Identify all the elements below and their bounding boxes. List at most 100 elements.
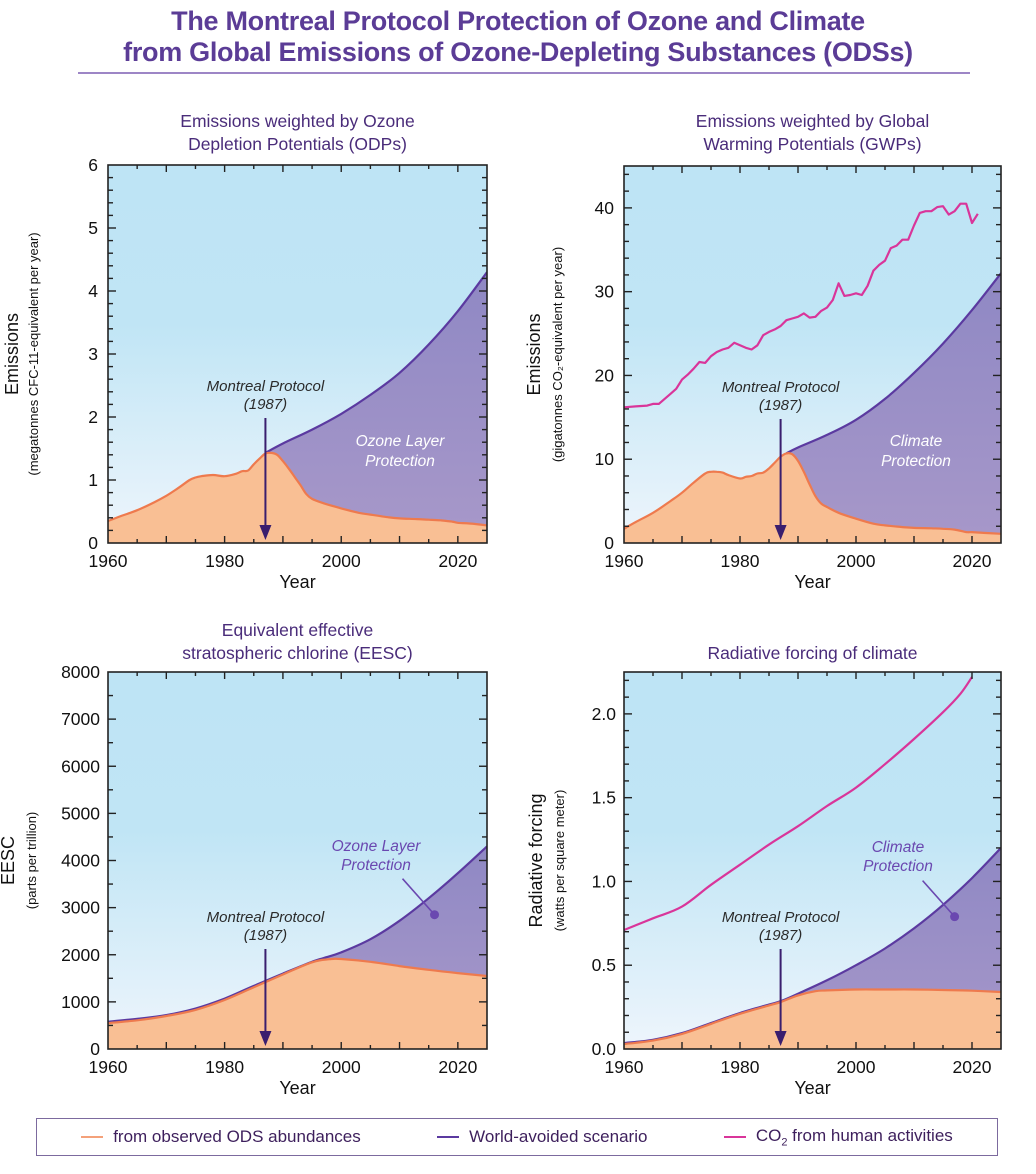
protocol-label-line1: Montreal Protocol [722,909,840,926]
y-tick-label: 20 [595,365,615,385]
y-tick-label: 3 [88,344,98,364]
y-tick-label: 2.0 [592,704,617,724]
x-tick-label: 2000 [322,551,361,571]
x-axis-title: Year [279,1078,315,1098]
chart-title-line1: Radiative forcing of climate [707,643,917,663]
y-axis-subtitle: (megatonnes CFC-11-equivalent per year) [26,232,41,475]
legend: from observed ODS abundances World-avoid… [36,1118,998,1156]
legend-item-co2: CO2 from human activities [723,1125,953,1149]
x-tick-label: 1980 [721,551,760,571]
protocol-arrow-head [774,525,787,540]
y-tick-label: 6000 [61,756,100,776]
y-axis-subtitle: (watts per square meter) [552,790,567,932]
y-axis-title: Emissions [2,313,22,395]
chart-eesc: Equivalent effective stratospheric chlori… [0,620,488,1098]
observed-line [108,451,487,527]
legend-item-avoided: World-avoided scenario [437,1127,647,1147]
x-tick-label: 2000 [837,1057,876,1077]
y-tick-label: 1.5 [592,788,616,808]
chart-rf: Radiative forcing of climate 1960 1980 2000… [526,643,1002,1098]
plot-area [108,845,487,1049]
y-tick-label: 1 [88,470,98,490]
protection-label-line1: Climate [872,839,925,856]
avoided-area [265,272,487,526]
x-tick-label: 2020 [953,551,992,571]
protocol-arrow-head [259,525,272,540]
protocol-label-line2: (1987) [759,927,802,944]
chart-title-line2: stratospheric chlorine (EESC) [182,643,413,663]
y-tick-label: 8000 [61,662,100,682]
avoided-area [108,846,487,1024]
y-tick-label: 5 [88,218,98,238]
x-tick-label: 1960 [89,1057,128,1077]
protection-label-line2: Protection [365,453,435,470]
plot-frame [623,671,1002,1050]
co2-line [624,676,973,932]
legend-swatch-observed [81,1135,104,1139]
y-tick-label: 2000 [61,945,100,965]
figure-title-line1: The Montreal Protocol Protection of Ozon… [171,6,865,36]
x-axis-title: Year [794,572,830,592]
protocol-label-line1: Montreal Protocol [207,909,325,926]
y-axis-title: Radiative forcing [526,793,546,927]
protection-label-line1: Ozone Layer [332,838,422,855]
y-tick-label: 4 [88,281,98,301]
legend-label-co2: CO2 from human activities [755,1125,953,1149]
protection-pointer-line [922,880,956,918]
protection-label-line1: Climate [890,433,943,450]
y-tick-label: 30 [595,282,615,302]
y-tick-label: 0 [604,533,614,553]
protection-label-line2: Protection [881,453,951,470]
observed-line [624,451,1001,535]
y-tick-label: 3000 [61,898,100,918]
protection-label-line2: Protection [341,857,411,874]
x-tick-label: 1960 [605,551,644,571]
y-tick-label: 1.0 [592,871,617,891]
y-tick-label: 40 [595,198,615,218]
y-tick-label: 5000 [61,803,100,823]
legend-item-observed: from observed ODS abundances [81,1127,361,1147]
protocol-label-line2: (1987) [244,396,287,413]
x-tick-label: 2000 [322,1057,361,1077]
legend-swatch-co2 [723,1135,746,1139]
x-tick-label: 1980 [205,551,244,571]
y-tick-label: 6 [88,155,98,175]
avoided-area [786,273,1001,534]
x-tick-label: 1980 [205,1057,244,1077]
x-tick-label: 2020 [438,551,477,571]
legend-label-avoided: World-avoided scenario [469,1127,648,1146]
x-tick-label: 1980 [721,1057,760,1077]
co2-line [624,202,979,409]
y-tick-label: 2 [88,407,98,427]
x-tick-label: 1960 [605,1057,644,1077]
x-tick-label: 2020 [438,1057,477,1077]
chart-title-line2: Depletion Potentials (ODPs) [188,134,407,154]
y-tick-label: 0.0 [592,1039,617,1059]
observed-line [624,988,1001,1046]
y-axis-title: Emissions [524,313,544,395]
avoided-area [624,847,1001,1044]
chart-odp: Emissions weighted by Ozone Depletion Pot… [2,111,488,592]
protocol-arrow-head [259,1031,272,1046]
protection-label-line2: Protection [863,858,933,875]
y-axis-title: EESC [0,836,18,885]
y-tick-label: 1000 [61,992,100,1012]
protocol-label-line2: (1987) [759,397,802,414]
protocol-label-line1: Montreal Protocol [722,379,840,396]
protection-pointer-dot [430,910,440,920]
observed-area [108,452,487,543]
chart-title-line1: Emissions weighted by Global [696,111,929,131]
figure-title: The Montreal Protocol Protection of Ozon… [0,6,1036,68]
y-axis-subtitle: (parts per trillion) [24,812,39,910]
chart-title-line2: Warming Potentials (GWPs) [703,134,921,154]
legend-swatch-avoided [437,1135,460,1139]
chart-gwp: Emissions weighted by Global Warming Pote… [524,111,1002,592]
plot-area [108,271,487,543]
y-tick-label: 0 [90,1039,100,1059]
observed-area [108,958,487,1049]
y-tick-label: 0.5 [592,955,616,975]
x-tick-label: 2020 [953,1057,992,1077]
chart-title-line1: Emissions weighted by Ozone [180,111,414,131]
protocol-arrow-head [774,1031,787,1046]
